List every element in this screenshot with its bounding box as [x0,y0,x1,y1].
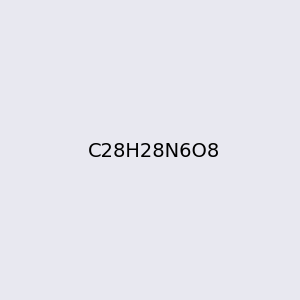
Text: C28H28N6O8: C28H28N6O8 [88,142,220,161]
